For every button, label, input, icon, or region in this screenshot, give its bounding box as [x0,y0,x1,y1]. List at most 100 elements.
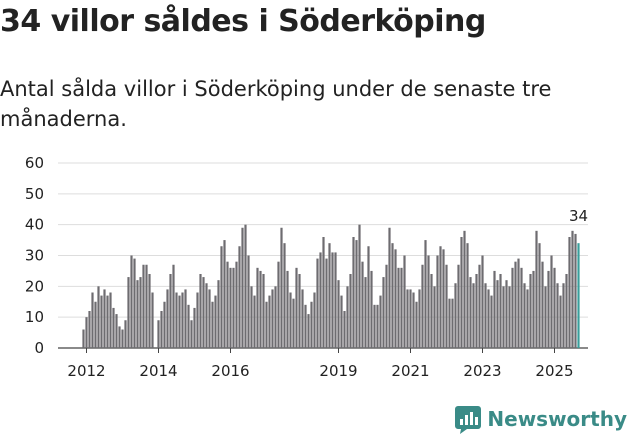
bar [523,283,526,348]
bar [181,292,184,348]
bar [460,237,463,348]
bar [298,274,301,348]
bar [403,255,406,348]
bar [466,243,469,348]
bar [151,292,154,348]
bar [424,240,427,348]
bar [478,264,481,348]
bar [295,267,298,348]
bar [319,252,322,348]
bar [517,258,520,348]
bar [334,252,337,348]
bar [445,264,448,348]
bar [91,292,94,348]
bar [379,295,382,348]
bar [475,274,478,348]
bar [469,277,472,348]
bar [82,329,85,348]
bar [508,286,511,348]
bar [316,258,319,348]
brand: Newsworthy [455,404,627,434]
bar [289,292,292,348]
bar [220,246,223,348]
bar [142,264,145,348]
bar [100,295,103,348]
newsworthy-logo-icon [455,406,482,434]
bar [256,267,259,348]
bar [340,295,343,348]
bar [199,274,202,348]
bar-latest [577,243,580,348]
bar [418,289,421,348]
bar [202,277,205,348]
bar [514,261,517,348]
chart-title: 34 villor såldes i Söderköping [0,4,486,39]
x-tick-label: 2023 [463,362,501,380]
bar [535,230,538,348]
bar [271,289,274,348]
bar [367,246,370,348]
bar [364,277,367,348]
bar [163,301,166,348]
bar [343,311,346,348]
bar [565,274,568,348]
bar [124,320,127,348]
bar [193,307,196,348]
bar [133,258,136,348]
bar [268,295,271,348]
bar [238,246,241,348]
bar [337,280,340,348]
bar [223,240,226,348]
bar [109,292,112,348]
bar [229,267,232,348]
bar [172,264,175,348]
bar [427,255,430,348]
bar [349,274,352,348]
bar [553,267,556,348]
bar [121,329,124,348]
bar [487,289,490,348]
bar [439,246,442,348]
bar [562,283,565,348]
bar [253,295,256,348]
y-tick-label: 50 [25,185,44,203]
x-tick-label: 2025 [535,362,573,380]
bar [127,277,130,348]
bar [187,304,190,348]
bar [502,286,505,348]
bar [442,249,445,348]
bar [568,237,571,348]
bar [409,289,412,348]
bar [415,301,418,348]
bar [511,267,514,348]
bar [499,274,502,348]
bar [556,283,559,348]
bar [352,237,355,348]
bar [112,307,115,348]
bar [532,270,535,348]
x-tick-label: 2019 [319,362,357,380]
bar [85,317,88,348]
bar [292,298,295,348]
bar [412,292,415,348]
y-tick-label: 0 [34,339,44,357]
chart-subtitle: Antal sålda villor i Söderköping under d… [0,77,552,131]
bar [547,270,550,348]
bar [484,283,487,348]
bar [385,264,388,348]
bar [421,264,424,348]
bar [130,255,133,348]
bar [481,255,484,348]
bar [169,274,172,348]
bar [115,314,118,348]
bar [451,298,454,348]
bar [226,261,229,348]
bar [571,230,574,348]
bar [184,289,187,348]
bar [559,295,562,348]
bar [388,227,391,348]
bar [544,286,547,348]
bar [178,295,181,348]
bar [214,295,217,348]
bar [205,283,208,348]
